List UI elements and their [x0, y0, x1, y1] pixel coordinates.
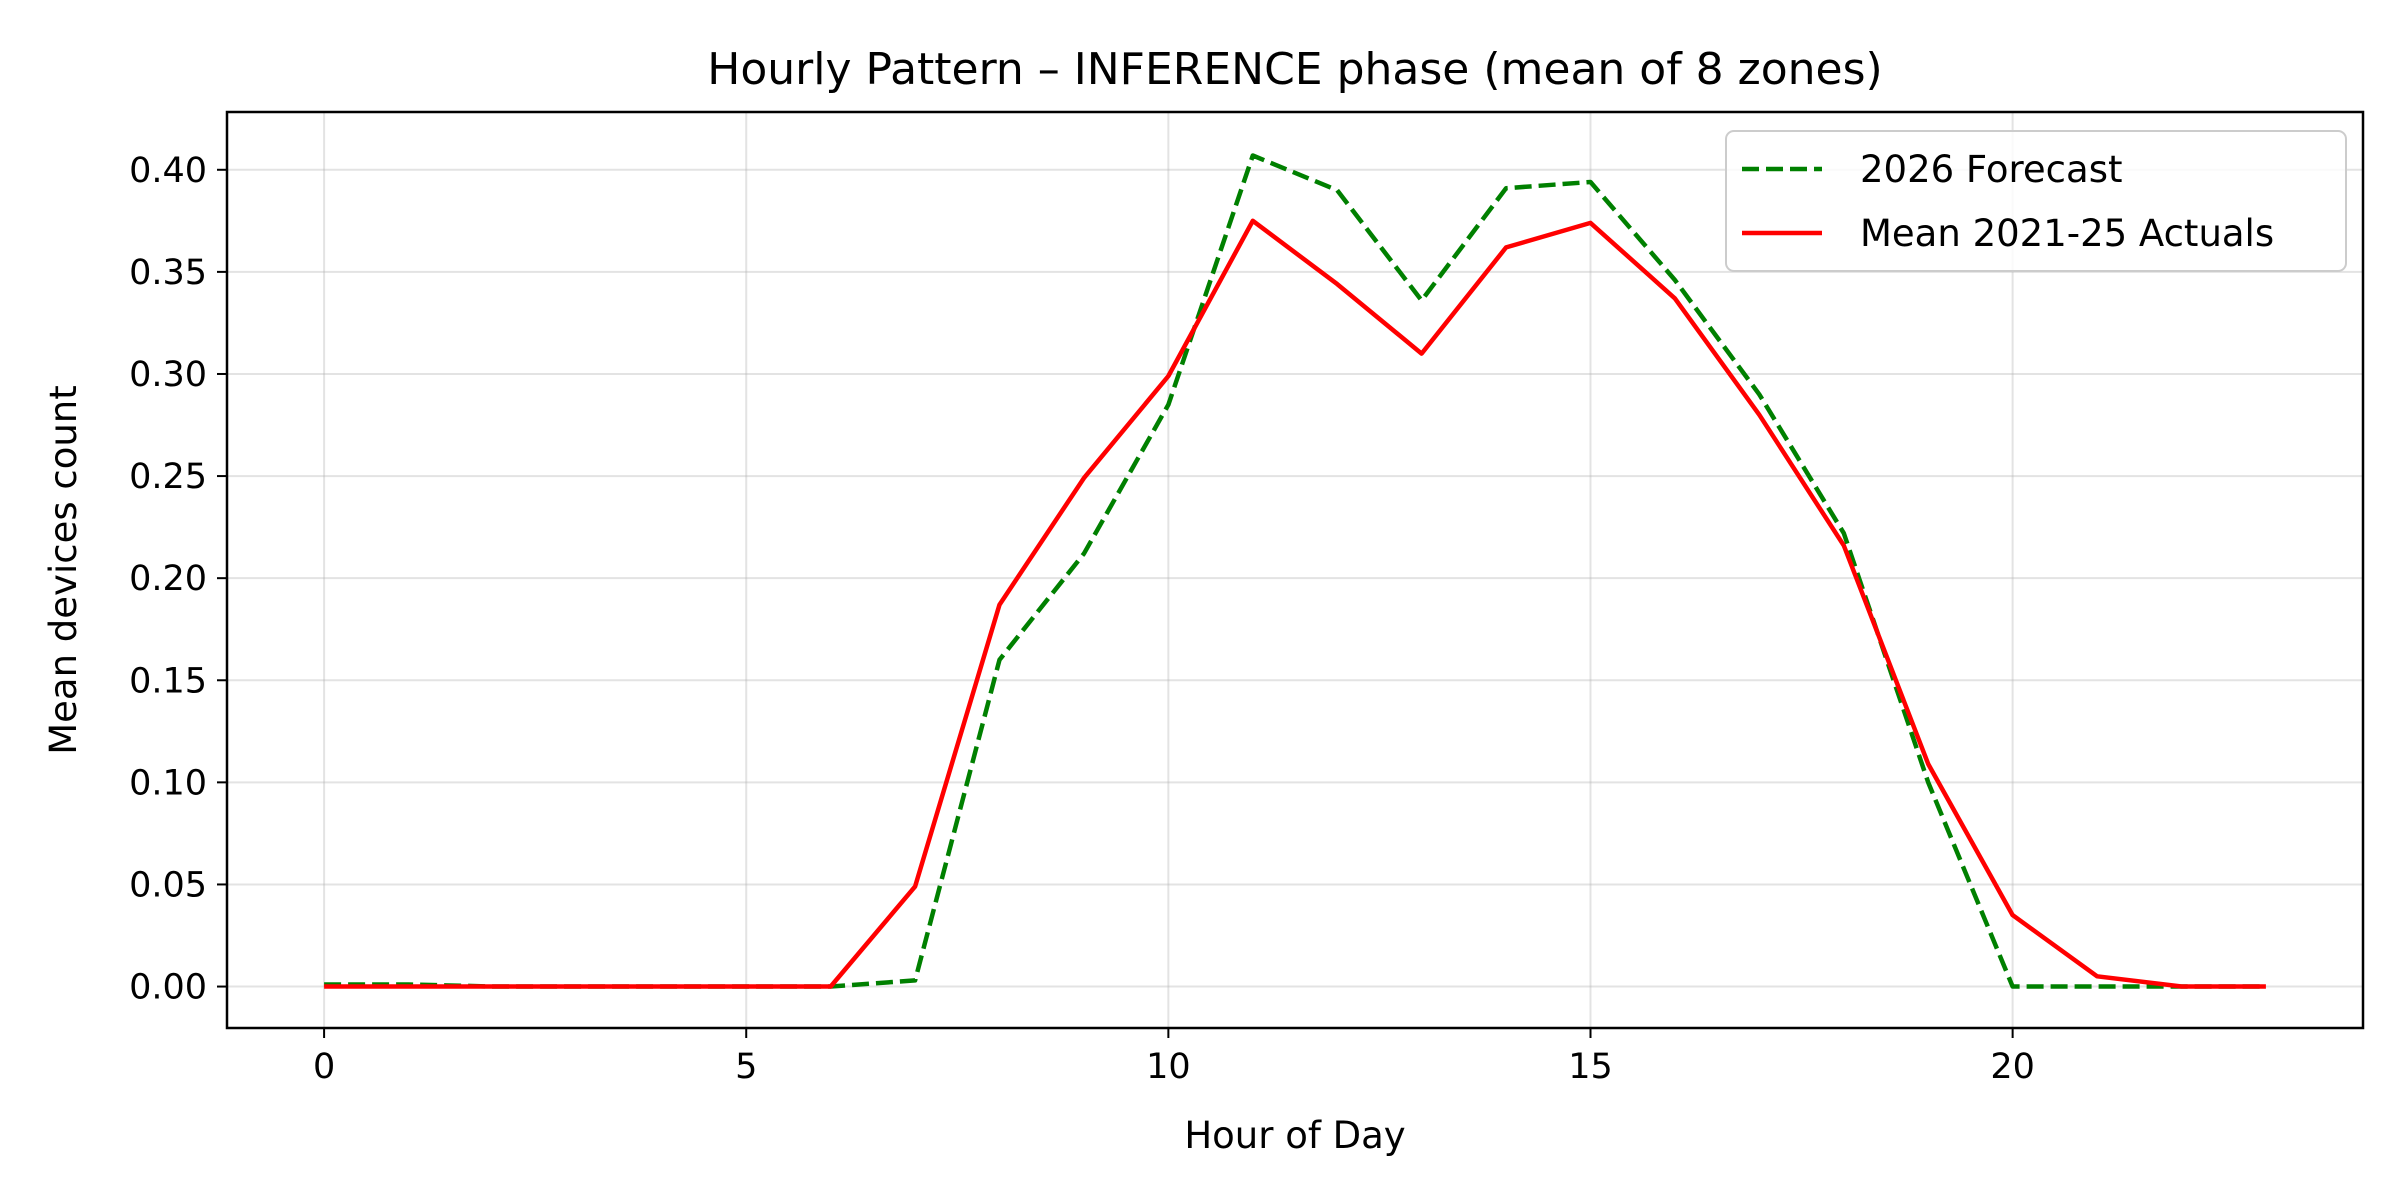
y-tick-label: 0.10 — [129, 763, 207, 803]
y-tick-label: 0.35 — [129, 253, 207, 293]
y-axis-label: Mean devices count — [42, 385, 85, 755]
x-tick-label: 0 — [313, 1047, 335, 1087]
legend-label: 2026 Forecast — [1860, 148, 2123, 191]
x-tick-label: 15 — [1568, 1047, 1613, 1087]
x-axis-label: Hour of Day — [1184, 1114, 1405, 1157]
plot-frame — [225, 110, 2365, 1030]
series-line-forecast — [324, 153, 2266, 989]
legend-label: Mean 2021-25 Actuals — [1860, 212, 2274, 255]
y-tick-label: 0.00 — [129, 968, 207, 1008]
legend-box — [1725, 130, 2347, 272]
y-tick-label: 0.25 — [129, 457, 207, 497]
series-lines — [324, 153, 2266, 989]
y-tick-label: 0.30 — [129, 355, 207, 395]
y-tick-label: 0.15 — [129, 661, 207, 701]
y-axis: 0.00 0.05 0.10 0.15 0.20 0.25 0.30 0.35 0.40 — [129, 151, 227, 1008]
y-tick-label: 0.40 — [129, 151, 207, 191]
series-line-actuals — [324, 218, 2266, 989]
x-tick-label: 20 — [1990, 1047, 2035, 1087]
y-tick-label: 0.05 — [129, 865, 207, 905]
x-axis: 0 5 10 15 20 — [313, 1028, 2035, 1087]
legend: 2026 Forecast Mean 2021-25 Actuals — [1725, 130, 2347, 272]
x-tick-label: 10 — [1146, 1047, 1191, 1087]
y-tick-label: 0.20 — [129, 559, 207, 599]
chart-title: Hourly Pattern – INFERENCE phase (mean o… — [707, 44, 1882, 95]
x-tick-label: 5 — [735, 1047, 757, 1087]
